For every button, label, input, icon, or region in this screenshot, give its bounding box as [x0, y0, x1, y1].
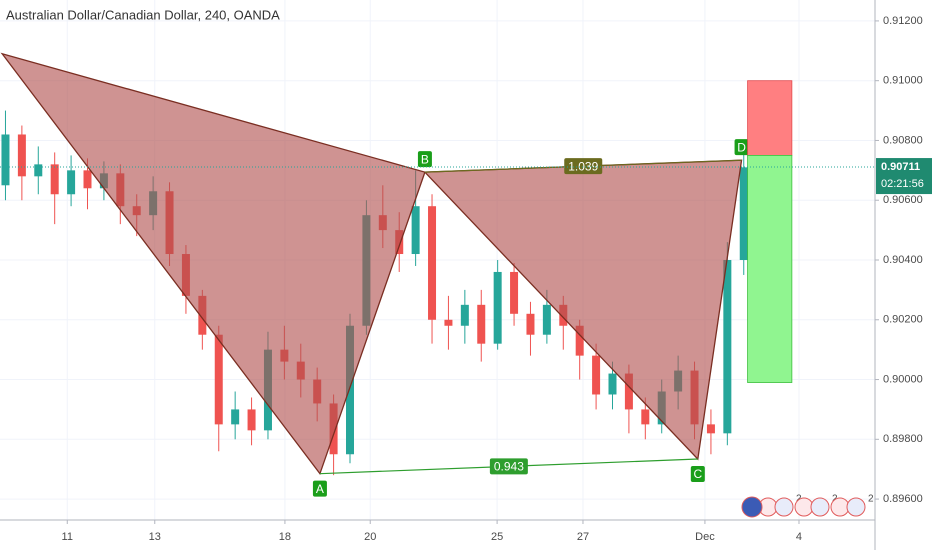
y-tick-label: 0.91000 — [883, 75, 923, 87]
candle-body — [1, 134, 10, 186]
chart-title: Australian Dollar/Canadian Dollar, 240, … — [6, 7, 280, 22]
y-tick-label: 0.90600 — [883, 194, 923, 206]
point-label-bg — [312, 480, 327, 497]
candle-body — [493, 271, 502, 344]
x-tick-label: 11 — [62, 531, 73, 543]
y-tick-label: 0.90400 — [883, 254, 923, 266]
x-tick-label: Dec — [695, 531, 715, 543]
candle-body — [460, 304, 469, 326]
pattern-triangle — [0, 52, 426, 476]
event-flag — [846, 497, 866, 517]
point-label: A — [316, 482, 324, 496]
point-label-bg — [690, 466, 705, 483]
ratio-label-bg — [489, 458, 528, 475]
point-label: D — [737, 140, 746, 154]
candle-body — [608, 373, 617, 395]
event-flag — [741, 496, 763, 518]
countdown-label: 02:21:56 — [881, 178, 924, 190]
x-tick-label: 25 — [491, 531, 503, 543]
event-flag — [794, 497, 814, 517]
candle-body — [214, 334, 223, 425]
point-label-bg — [734, 139, 749, 156]
candle-body — [706, 424, 715, 434]
y-tick-label: 0.91200 — [883, 15, 923, 27]
last-price-bg — [876, 158, 932, 195]
candle-body — [444, 319, 453, 326]
candle-body — [34, 164, 43, 177]
x-tick-label: 27 — [577, 531, 589, 543]
ratio-label: 1.039 — [568, 159, 598, 173]
candle-body — [411, 206, 420, 255]
point-label: C — [693, 467, 702, 481]
point-label: B — [421, 152, 429, 166]
x-tick-label: 13 — [149, 531, 161, 543]
y-tick-label: 0.89600 — [883, 493, 923, 505]
candle-body — [575, 325, 584, 356]
event-flag — [830, 497, 850, 517]
y-tick-label: 0.90800 — [883, 134, 923, 146]
candle-body — [641, 409, 650, 425]
candle-body — [526, 313, 535, 335]
candle-body — [723, 260, 732, 434]
candle-body — [510, 271, 519, 314]
y-tick-label: 0.89800 — [883, 433, 923, 445]
candle-body — [428, 206, 437, 320]
point-label-bg — [417, 151, 432, 168]
candle-body — [592, 355, 601, 395]
candle-body — [231, 409, 240, 425]
y-tick-label: 0.90000 — [883, 373, 923, 385]
candle-body — [247, 409, 256, 431]
ratio-label: 0.943 — [494, 460, 524, 474]
last-price-label: 0.90711 — [881, 161, 920, 173]
target-zone — [747, 155, 793, 383]
candle-body — [346, 325, 354, 455]
candle-body — [50, 164, 59, 195]
ratio-label-bg — [564, 158, 603, 175]
x-tick-label: 18 — [279, 531, 291, 543]
candle-body — [624, 373, 633, 410]
x-tick-label: 20 — [364, 531, 376, 543]
y-tick-label: 0.90200 — [883, 314, 923, 326]
event-flag — [810, 497, 830, 517]
event-count: 2 — [868, 494, 874, 505]
candle-body — [83, 170, 92, 189]
stop-zone — [747, 80, 793, 156]
candle-body — [739, 167, 748, 260]
candle-body — [67, 170, 76, 195]
candle-body — [542, 304, 551, 335]
candle-body — [477, 304, 486, 344]
candle-body — [17, 134, 26, 177]
event-flag — [774, 497, 794, 517]
x-tick-label: 4 — [796, 531, 802, 543]
